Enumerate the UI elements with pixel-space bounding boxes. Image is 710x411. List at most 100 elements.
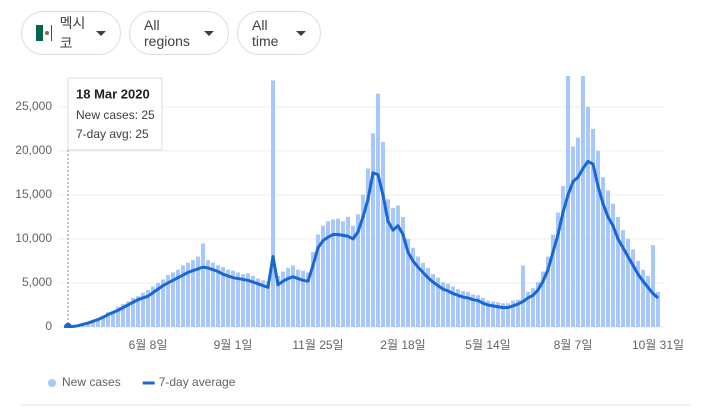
y-tick-label: 10,000 (15, 231, 52, 245)
y-tick-label: 20,000 (15, 143, 52, 157)
bar (206, 260, 210, 327)
time-label: All time (252, 17, 279, 49)
x-tick-label: 10월 31일 (632, 338, 684, 352)
bar (321, 225, 325, 327)
bar (86, 322, 90, 327)
bar (461, 290, 465, 327)
bar (401, 216, 405, 327)
bar (191, 260, 195, 327)
bar (536, 282, 540, 327)
bar (641, 269, 645, 327)
country-chip[interactable]: 멕시코 (21, 11, 121, 55)
regions-chip[interactable]: All regions (129, 11, 229, 55)
hover-dot (64, 322, 72, 328)
bar (626, 238, 630, 327)
bar (181, 265, 185, 327)
bar (201, 243, 205, 327)
bar (241, 274, 245, 327)
x-tick-label: 11월 25일 (292, 338, 343, 352)
bar (286, 267, 290, 327)
bar (561, 186, 565, 327)
bar (426, 267, 430, 327)
bar (361, 194, 365, 327)
bar (611, 203, 615, 327)
bar (231, 270, 235, 327)
bar (591, 128, 595, 327)
tooltip-box (67, 77, 163, 151)
bar (356, 214, 360, 327)
bar (96, 318, 100, 327)
labels: 0 5,000 10,000 15,000 20,000 25,000 6월 8일 9월 1일… (15, 99, 684, 352)
bar (276, 275, 280, 327)
bar (271, 80, 275, 328)
legend-swatch (48, 379, 56, 387)
x-tick-label: 9월 1일 (214, 338, 253, 352)
flag (36, 25, 52, 41)
bar (351, 225, 355, 327)
legend-label: 7-day average (159, 375, 236, 389)
bar (301, 270, 305, 327)
bar (261, 280, 265, 327)
y-tick-label: 0 (45, 319, 52, 333)
bar (366, 168, 370, 327)
tooltip-avg: 7-day avg: 25 (76, 127, 149, 141)
bar (171, 272, 175, 327)
bar (476, 295, 480, 327)
bar (491, 301, 495, 327)
bar (291, 265, 295, 327)
legend: New cases 7-day average (48, 375, 236, 389)
bar (156, 282, 160, 327)
bar (616, 216, 620, 327)
bar (341, 221, 345, 327)
bar (251, 275, 255, 327)
bar (236, 272, 240, 327)
country-label: 멕시코 (59, 15, 86, 51)
bar (576, 137, 580, 327)
avg-line (67, 159, 659, 328)
bar (396, 205, 400, 327)
bar (281, 271, 285, 327)
bar (216, 265, 220, 327)
bar (246, 273, 250, 327)
bar (571, 146, 575, 327)
bar (111, 311, 115, 327)
bar (621, 230, 625, 327)
bar (581, 76, 585, 327)
tooltip-cases: New cases: 25 (76, 108, 155, 122)
bar (141, 292, 145, 327)
bar (451, 286, 455, 327)
bar (541, 271, 545, 327)
bar (516, 299, 520, 327)
bar (566, 76, 570, 327)
bar (326, 221, 330, 327)
tooltip: 18 Mar 2020 New cases: 25 7-day avg: 25 (67, 77, 163, 151)
bar (331, 219, 335, 327)
bar (91, 319, 95, 327)
bar (471, 294, 475, 327)
bar (441, 282, 445, 327)
bar (436, 277, 440, 327)
bar (646, 275, 650, 327)
bars (66, 76, 660, 328)
bar (136, 296, 140, 327)
bar (391, 208, 395, 327)
bar (486, 300, 490, 327)
regions-label: All regions (144, 17, 190, 49)
bar (406, 238, 410, 327)
bar (176, 269, 180, 327)
bar (526, 291, 530, 327)
bar (296, 269, 300, 327)
bar (656, 291, 660, 327)
bar (586, 106, 590, 328)
y-tick-label: 25,000 (15, 99, 52, 113)
bar (606, 190, 610, 327)
bar (211, 262, 215, 327)
lines (64, 159, 659, 328)
bar (316, 234, 320, 327)
bar (226, 269, 230, 327)
bar (556, 212, 560, 327)
bar (116, 306, 120, 327)
y-tick-label: 15,000 (15, 187, 52, 201)
time-chip[interactable]: All time (237, 11, 321, 55)
